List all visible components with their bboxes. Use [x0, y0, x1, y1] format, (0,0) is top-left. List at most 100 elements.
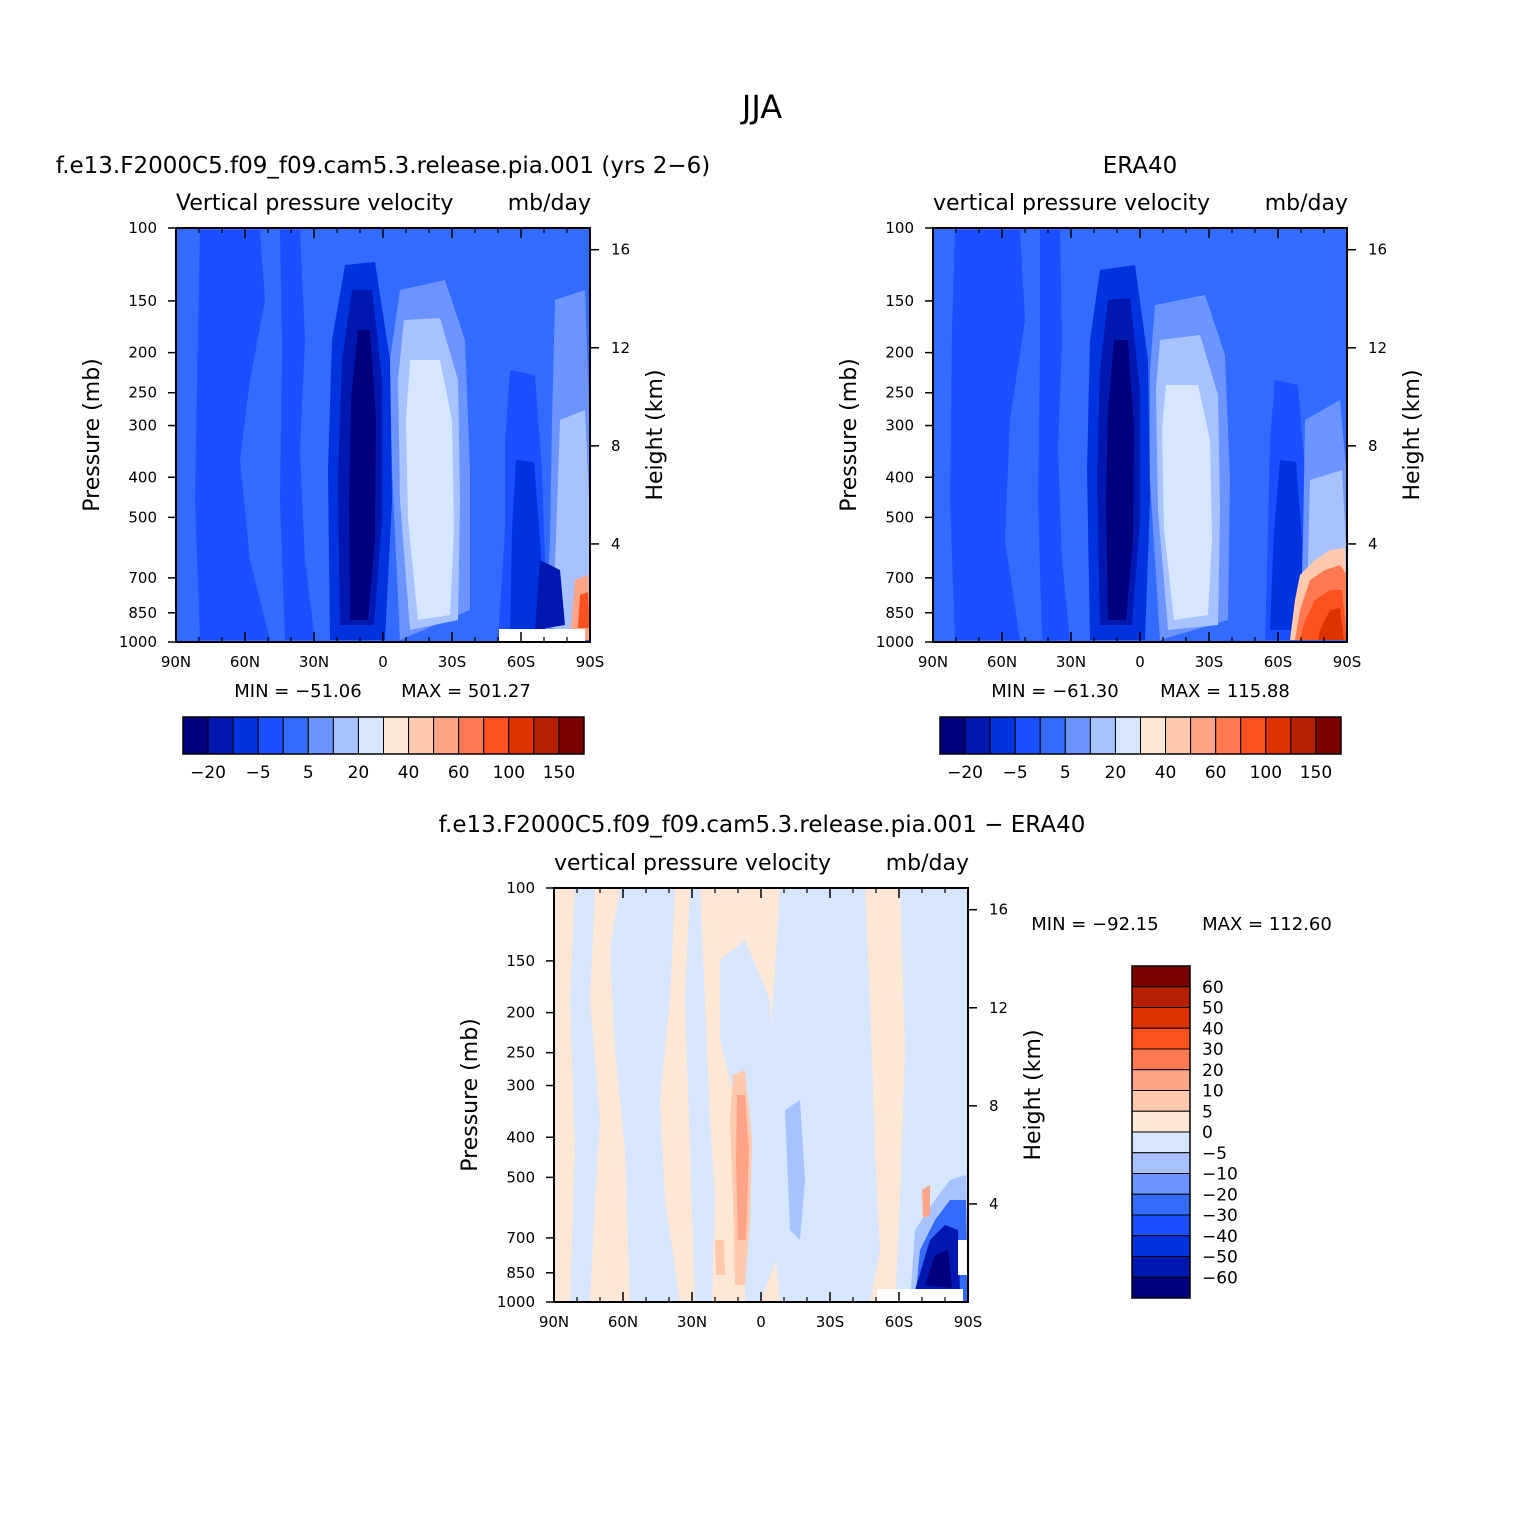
x-tick-label: 60N	[987, 653, 1017, 671]
colorbar-label: 10	[1202, 1082, 1224, 1102]
colorbar-swatch	[1131, 1069, 1191, 1091]
panel-subtitle-left: vertical pressure velocity	[933, 191, 1210, 216]
colorbar-swatch	[257, 716, 284, 755]
colorbar-label: 20	[1202, 1061, 1224, 1081]
y-right-tick-label: 8	[989, 1097, 999, 1115]
contour-fill-band	[610, 888, 680, 1302]
y-tick-label: 1000	[876, 633, 914, 651]
colorbar-label: 30	[1202, 1040, 1224, 1060]
x-tick-label: 30N	[677, 1313, 707, 1331]
contour-fill-band	[685, 888, 715, 1302]
x-tick-label: 60N	[608, 1313, 638, 1331]
colorbar-swatch	[483, 716, 510, 755]
colorbar-swatch	[1131, 1048, 1191, 1071]
colorbar-frame	[182, 716, 585, 755]
y-axis-right-label: Height (km)	[1400, 369, 1425, 500]
x-tick-label: 90N	[539, 1313, 569, 1331]
colorbar-swatch	[1131, 1193, 1191, 1216]
y-right-tick-label: 12	[989, 999, 1008, 1017]
colorbar-label: −20	[190, 763, 226, 783]
axes: 90N 60N 30N 0 30S 60S 90S 100 150 200 250 300 400 500…	[497, 879, 1008, 1331]
colorbar-label: 60	[1202, 978, 1224, 998]
contour-fill-band	[770, 888, 880, 1302]
contour-fill-band	[349, 330, 376, 620]
contour-fill-band	[535, 560, 565, 630]
plot-area: 90N 60N 30N 0 30S 60S 90S 100 150 200 250 300 400 500…	[876, 219, 1387, 671]
colorbar-swatch	[307, 716, 334, 755]
y-tick-label: 100	[506, 879, 535, 897]
colorbar-swatch	[964, 716, 991, 755]
contour-fill-band	[195, 230, 270, 640]
contour-field	[176, 228, 590, 642]
y-tick-label: 150	[128, 292, 157, 310]
panel-subtitle-right: mb/day	[886, 851, 969, 876]
colorbar-label: 150	[1300, 763, 1332, 783]
y-axis-right-label: Height (km)	[1021, 1029, 1046, 1160]
x-tick-label: 90N	[161, 653, 191, 671]
y-tick-label: 150	[506, 952, 535, 970]
y-tick-label: 700	[506, 1229, 535, 1247]
colorbar-swatch	[182, 716, 209, 755]
contour-fill-band	[406, 360, 454, 620]
colorbar-label: −30	[1202, 1206, 1238, 1226]
contour-fill-band	[715, 1240, 725, 1275]
x-tick-label: 90S	[576, 653, 605, 671]
y-tick-label: 200	[128, 344, 157, 362]
y-right-tick-label: 16	[611, 241, 630, 259]
y-tick-label: 100	[885, 219, 914, 237]
colorbar-label: 40	[398, 763, 420, 783]
contour-fill-band	[922, 1185, 930, 1218]
colorbar-label: −5	[1003, 763, 1028, 783]
x-tick-label: 90S	[1333, 653, 1362, 671]
colorbar-label: −60	[1202, 1268, 1238, 1288]
y-axis-label: Pressure (mb)	[458, 1018, 483, 1172]
colorbar-label: 0	[1202, 1123, 1213, 1143]
y-right-tick-label: 12	[611, 339, 630, 357]
colorbar-swatch	[332, 716, 359, 755]
panel-model: f.e13.F2000C5.f09_f09.cam5.3.release.pia…	[56, 153, 710, 783]
y-tick-label: 850	[885, 604, 914, 622]
colorbar-swatch	[433, 716, 460, 755]
colorbar-label: 50	[1202, 999, 1224, 1019]
colorbar-swatch	[1131, 1110, 1191, 1133]
colorbar-swatch	[1140, 716, 1167, 755]
colorbar-swatch	[1131, 1152, 1191, 1174]
axes: 90N 60N 30N 0 30S 60S 90S 100 150 200 250 300 400 500…	[876, 219, 1387, 671]
y-tick-label: 300	[885, 417, 914, 435]
colorbar-swatch	[1131, 1027, 1191, 1050]
colorbar-label: 60	[1205, 763, 1227, 783]
colorbar: −20 −5 5 20 40 60 100 150	[939, 716, 1342, 783]
figure-title: JJA	[740, 88, 782, 126]
x-tick-label: 30N	[299, 653, 329, 671]
colorbar-label: −20	[1202, 1185, 1238, 1205]
y-tick-label: 850	[128, 604, 157, 622]
y-right-tick-label: 12	[1368, 339, 1387, 357]
x-tick-label: 30S	[1195, 653, 1224, 671]
contour-fill-band	[510, 460, 546, 630]
colorbar-swatch	[1131, 1173, 1191, 1195]
contour-fill-band	[1106, 340, 1134, 620]
y-tick-label: 250	[885, 384, 914, 402]
min-label: MIN = −92.15	[1031, 914, 1158, 935]
colorbar-label: −40	[1202, 1227, 1238, 1247]
colorbar-swatch	[1131, 965, 1191, 988]
y-axis-label: Pressure (mb)	[80, 358, 105, 512]
colorbar-label: −5	[1202, 1144, 1227, 1164]
colorbar-label: 20	[348, 763, 370, 783]
colorbar-swatch	[1165, 716, 1192, 755]
colorbar-swatch	[1131, 986, 1191, 1008]
colorbar-swatch	[533, 716, 560, 755]
y-right-tick-label: 4	[611, 535, 621, 553]
y-tick-label: 500	[506, 1168, 535, 1186]
colorbar-label: 5	[1060, 763, 1071, 783]
x-tick-label: 0	[1135, 653, 1145, 671]
y-tick-label: 200	[885, 344, 914, 362]
min-label: MIN = −51.06	[234, 681, 361, 702]
colorbar-swatch	[1131, 1235, 1191, 1257]
colorbar-label: 20	[1105, 763, 1127, 783]
y-right-tick-label: 8	[1368, 437, 1378, 455]
colorbar-swatch	[989, 716, 1016, 755]
colorbar-swatch	[458, 716, 485, 755]
colorbar-swatch	[1290, 716, 1317, 755]
colorbar-swatch	[508, 716, 535, 755]
